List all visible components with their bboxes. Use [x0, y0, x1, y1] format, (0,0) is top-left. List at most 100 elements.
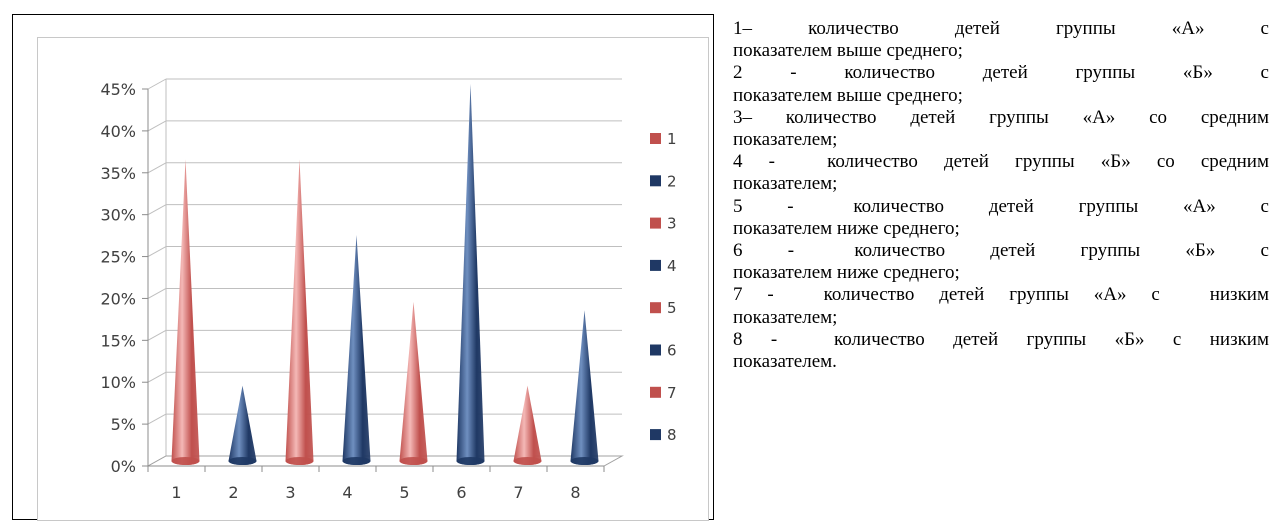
cone-base — [228, 457, 257, 465]
cone-chart: 0% 5% 10% 15% 20% 25% 30% 35% 40% 45% 1 2 3 4 5 6 7 8 1 2 3 4… — [100, 78, 677, 502]
legend-entry: 3 — [650, 215, 677, 233]
cone-body — [228, 385, 257, 465]
y-tick-label: 15% — [100, 331, 136, 350]
y-tick-label: 0% — [111, 457, 136, 476]
cone-base — [342, 457, 371, 465]
chart-floor — [146, 455, 624, 467]
legend-text-item: 8 - количество детей группы «Б» с низким… — [733, 329, 1269, 373]
x-tick-label: 8 — [570, 483, 580, 502]
legend-swatch — [650, 429, 661, 441]
cone-bar — [228, 385, 257, 465]
legend-text-line: 5 - количество детей группы «А» с — [733, 195, 1269, 217]
legend-text-line: показателем ниже среднего; — [733, 262, 960, 284]
legend-swatch — [650, 344, 661, 356]
legend-text-line: 7 - количество детей группы «А» с низким — [733, 284, 1269, 306]
gridline-side — [147, 246, 167, 257]
legend-text-item: 6 - количество детей группы «Б» с показат… — [733, 240, 1269, 284]
legend-text-item: 5 - количество детей группы «А» с показат… — [733, 196, 1269, 240]
chart-area: 0% 5% 10% 15% 20% 25% 30% 35% 40% 45% 1 2 3 4 5 6 7 8 1 2 3 4… — [37, 37, 709, 521]
x-tick-label: 3 — [285, 483, 295, 502]
legend-entry: 8 — [650, 426, 677, 444]
cone-body — [171, 159, 200, 465]
gridline-side — [147, 329, 167, 341]
legend-label: 4 — [667, 257, 677, 275]
legend-text-line: показателем выше среднего; — [733, 84, 963, 106]
legend-label: 5 — [667, 299, 677, 317]
legend-text-line: 8 - количество детей группы «Б» с низким — [733, 328, 1269, 350]
legend-label: 8 — [667, 426, 677, 444]
legend-text-item: 2 - количество детей группы «Б» с показат… — [733, 62, 1269, 106]
x-tick-label: 4 — [342, 483, 352, 502]
legend-explanation: 1– количество детей группы «А» с показате… — [733, 18, 1269, 373]
legend-text-line: показателем; — [733, 306, 838, 328]
legend-swatch — [650, 217, 661, 229]
cone-bar — [342, 234, 371, 465]
legend-text-item: 7 - количество детей группы «А» с низким… — [733, 284, 1269, 328]
x-tick-label: 2 — [228, 483, 238, 502]
cone-base — [456, 457, 485, 465]
legend-swatch — [650, 302, 661, 314]
x-tick-label: 1 — [171, 483, 181, 502]
gridline-side — [147, 120, 167, 132]
cone-base — [513, 457, 542, 465]
cone-body — [570, 310, 599, 465]
legend-text-item: 3– количество детей группы «А» со средни… — [733, 107, 1269, 151]
cone-body — [513, 385, 542, 465]
cone-bar — [570, 310, 599, 465]
x-tick-label: 5 — [399, 483, 409, 502]
legend-text-line: 1– количество детей группы «А» с — [733, 18, 1269, 39]
cone-base — [171, 457, 200, 465]
cone-base — [399, 457, 428, 465]
legend-text-line: 4 - количество детей группы «Б» со средн… — [733, 151, 1269, 173]
y-tick-label: 20% — [100, 289, 136, 308]
gridline-side — [147, 204, 167, 216]
legend-label: 6 — [667, 342, 677, 360]
legend-text-line: показателем; — [733, 129, 838, 151]
cone-body — [342, 234, 371, 465]
legend-text-line: показателем; — [733, 173, 838, 195]
legend-text-line: показателем ниже среднего; — [733, 217, 960, 239]
legend-swatch — [650, 259, 661, 271]
legend-entry: 7 — [650, 384, 677, 402]
legend-entry: 6 — [650, 342, 677, 360]
cone-body — [399, 301, 428, 465]
legend-text-item: 4 - количество детей группы «Б» со средн… — [733, 151, 1269, 195]
legend-text-item: 1– количество детей группы «А» с показате… — [733, 18, 1269, 62]
legend-text-line: 6 - количество детей группы «Б» с — [733, 240, 1269, 262]
y-tick-label: 10% — [100, 373, 136, 392]
gridline-side — [147, 413, 167, 425]
y-tick-label: 30% — [100, 206, 136, 225]
legend-entry: 5 — [650, 299, 677, 317]
legend-label: 3 — [667, 215, 677, 233]
cone-base — [570, 457, 599, 465]
x-tick-label: 7 — [513, 483, 523, 502]
chart-frame: 0% 5% 10% 15% 20% 25% 30% 35% 40% 45% 1 2 3 4 5 6 7 8 1 2 3 4… — [12, 14, 714, 521]
cone-bar — [399, 301, 428, 465]
gridline-side — [147, 288, 167, 299]
legend-swatch — [650, 175, 661, 187]
y-tick-label: 35% — [100, 164, 136, 183]
x-tick-label: 6 — [456, 483, 466, 502]
cone-bar — [513, 385, 542, 465]
gridline-side — [147, 162, 167, 174]
legend-entry: 2 — [650, 172, 677, 190]
legend-swatch — [650, 386, 661, 398]
cone-bar — [285, 159, 314, 465]
y-tick-label: 25% — [100, 248, 136, 267]
legend-text-line: 3– количество детей группы «А» со средни… — [733, 106, 1269, 128]
legend-label: 7 — [667, 384, 677, 402]
cone-base — [285, 457, 314, 465]
legend-text-line: показателем выше среднего; — [733, 40, 963, 62]
legend-text-line: 2 - количество детей группы «Б» с — [733, 62, 1269, 84]
cone-body — [456, 84, 485, 465]
cone-body — [285, 159, 314, 465]
legend-label: 2 — [667, 172, 677, 190]
cone-bar — [171, 159, 200, 465]
y-tick-label: 40% — [100, 122, 136, 141]
y-tick-label: 5% — [111, 415, 136, 434]
legend-entry: 4 — [650, 257, 677, 275]
legend-text-line: показателем. — [733, 351, 837, 373]
cone-bar — [456, 84, 485, 465]
legend-swatch — [650, 133, 661, 144]
y-tick-label: 45% — [100, 80, 136, 99]
